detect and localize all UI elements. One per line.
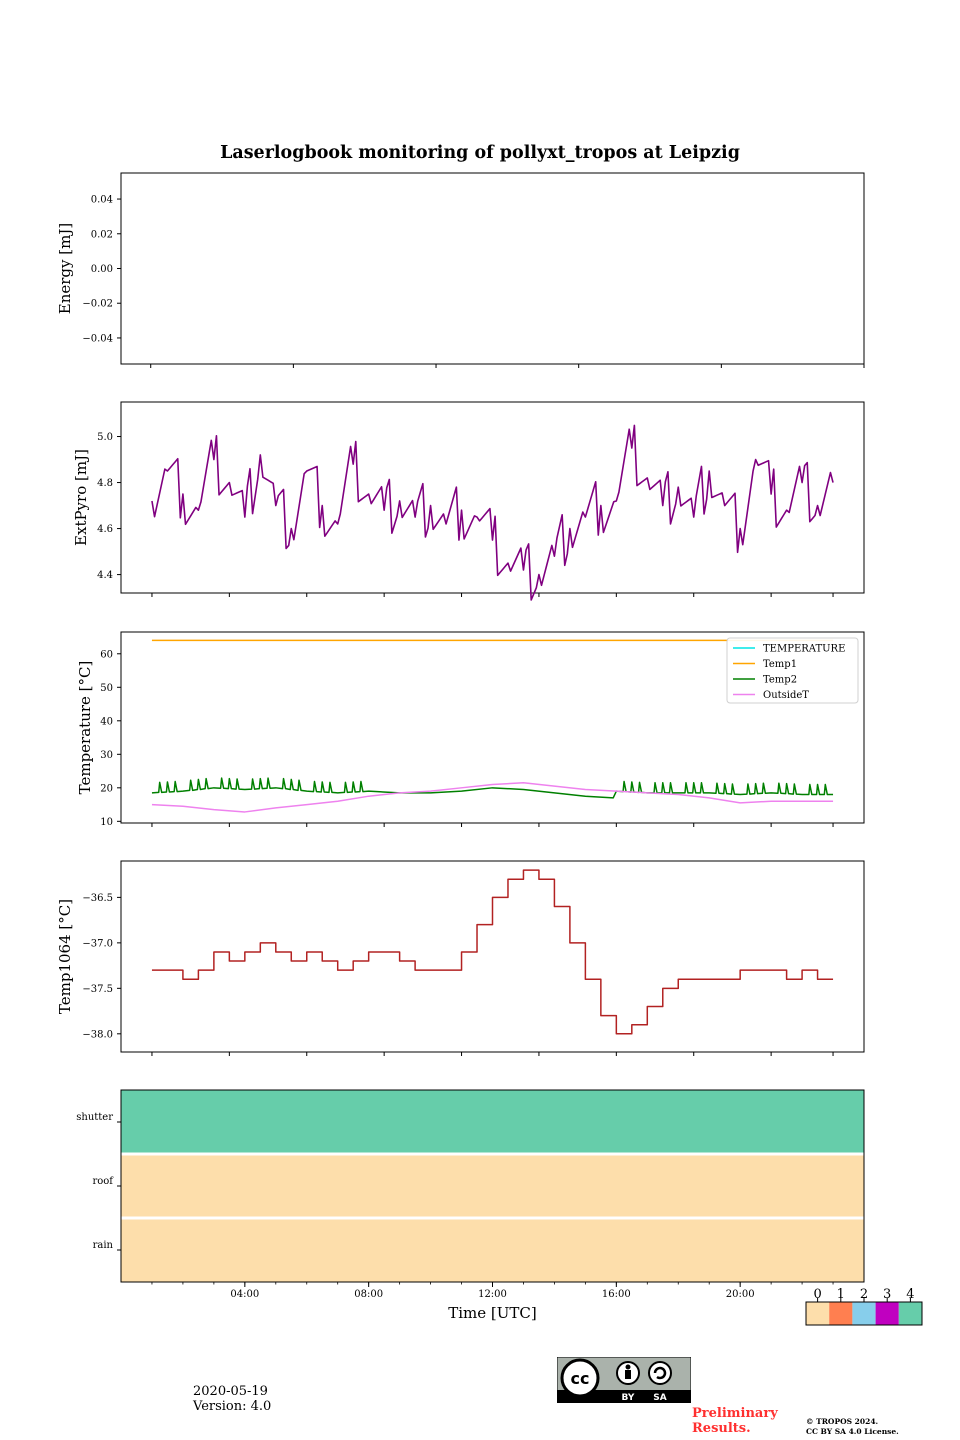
series-line-temp2 (151, 777, 834, 799)
cc-sa-label: SA (653, 1393, 666, 1403)
y-tick-label: −0.02 (82, 299, 113, 310)
y-tick-label: −36.5 (82, 893, 113, 904)
status-row-rain (121, 1218, 864, 1282)
colorbar-cell-3 (875, 1302, 899, 1325)
preliminary-note: Preliminary Results. (692, 1406, 778, 1436)
cc-by-sa-icon: cc BY SA (557, 1357, 691, 1403)
date-label: 2020-05-19 (193, 1384, 268, 1399)
axes-frame (120, 172, 865, 365)
colorbar-label: 2 (860, 1287, 868, 1302)
cc-logo-text: cc (571, 1369, 590, 1388)
y-tick-label: rain (93, 1240, 114, 1251)
preliminary-line-2: Results. (692, 1421, 751, 1436)
status-row-roof (121, 1154, 864, 1218)
colorbar-label: 0 (813, 1287, 821, 1302)
colorbar-cell-1 (829, 1302, 853, 1325)
colorbar-frame (805, 1301, 923, 1326)
y-tick-label: 30 (100, 750, 113, 761)
y-tick-label: 60 (100, 649, 113, 660)
series-line-temp1064 (151, 869, 834, 1035)
y-tick-label: −37.5 (82, 984, 113, 995)
legend-label-temp1: Temp1 (763, 659, 797, 670)
copyright-note: © TROPOS 2024. CC BY SA 4.0 License. (806, 1417, 899, 1437)
version-label: Version: 4.0 (193, 1399, 272, 1414)
y-tick-label: 20 (100, 783, 113, 794)
x-tick-label: 16:00 (602, 1289, 631, 1300)
cc-by-label: BY (622, 1393, 635, 1403)
y-tick-label: 40 (100, 716, 113, 727)
legend: TEMPERATURE Temp1 Temp2 OutsideT (726, 637, 859, 704)
series-line-extpyro (151, 424, 834, 601)
y-tick-label: shutter (76, 1112, 113, 1123)
x-tick-label: 04:00 (230, 1289, 259, 1300)
legend-label-outsidet: OutsideT (763, 690, 809, 701)
y-tick-label: 0.00 (91, 264, 113, 275)
y-tick-label: −0.04 (82, 333, 113, 344)
colorbar-label: 1 (837, 1287, 845, 1302)
y-tick-label: 4.8 (97, 478, 113, 489)
legend-label-temp2: Temp2 (763, 675, 797, 686)
legend-box (726, 637, 859, 704)
y-tick-label: 4.6 (97, 524, 113, 535)
y-axis-label: Temp1064 [°C] (56, 899, 74, 1014)
panel-extpyro: 5.0 4.8 4.6 4.4 ExtPyro [mJ] (72, 401, 865, 601)
y-tick-label: −38.0 (82, 1029, 113, 1040)
panels: 0.04 0.02 0.00 −0.02 −0.04 Energy [mJ] 5.0 4.8 4… (56, 172, 865, 1322)
y-tick-label: 4.4 (97, 570, 113, 581)
colorbar-label: 4 (906, 1287, 914, 1302)
preliminary-line-1: Preliminary (692, 1406, 778, 1421)
axes-frame (120, 401, 865, 594)
copyright-line-1: © TROPOS 2024. (806, 1417, 879, 1426)
date-version-block: 2020-05-19 Version: 4.0 (193, 1384, 271, 1414)
y-tick-label: 5.0 (97, 432, 113, 443)
series-line-outsidet (151, 782, 834, 813)
colorbar-label: 3 (883, 1287, 891, 1302)
x-tick-label: 08:00 (354, 1289, 383, 1300)
y-axis-label: Temperature [°C] (76, 661, 94, 795)
legend-label-temperature: TEMPERATURE (763, 644, 845, 655)
y-axis-label: ExtPyro [mJ] (72, 449, 90, 546)
y-axis-label: Energy [mJ] (56, 223, 74, 314)
colorbar-cell-2 (852, 1302, 876, 1325)
y-tick-label: 50 (100, 683, 113, 694)
y-tick-label: −37.0 (82, 938, 113, 949)
panel-status: shutter roof rain 04:00 08:00 12:00 16:00 20:00… (76, 1089, 865, 1322)
x-axis-label: Time [UTC] (448, 1304, 537, 1322)
colorbar-cell-0 (806, 1302, 830, 1325)
chart-title: Laserlogbook monitoring of pollyxt_tropo… (220, 143, 740, 163)
axes-frame (120, 860, 865, 1053)
x-tick-label: 12:00 (478, 1289, 507, 1300)
colorbar-cell-4 (898, 1302, 922, 1325)
copyright-line-2: CC BY SA 4.0 License. (806, 1427, 899, 1436)
x-tick-label: 20:00 (726, 1289, 755, 1300)
y-tick-label: 10 (100, 817, 113, 828)
panel-temp1064: −36.5 −37.0 −37.5 −38.0 Temp1064 [°C] (56, 860, 865, 1056)
panel-energy: 0.04 0.02 0.00 −0.02 −0.04 Energy [mJ] (56, 172, 865, 368)
y-tick-label: 0.02 (91, 229, 113, 240)
y-tick-label: roof (92, 1176, 114, 1187)
y-tick-label: 0.04 (91, 195, 113, 206)
status-row-shutter (121, 1090, 864, 1154)
